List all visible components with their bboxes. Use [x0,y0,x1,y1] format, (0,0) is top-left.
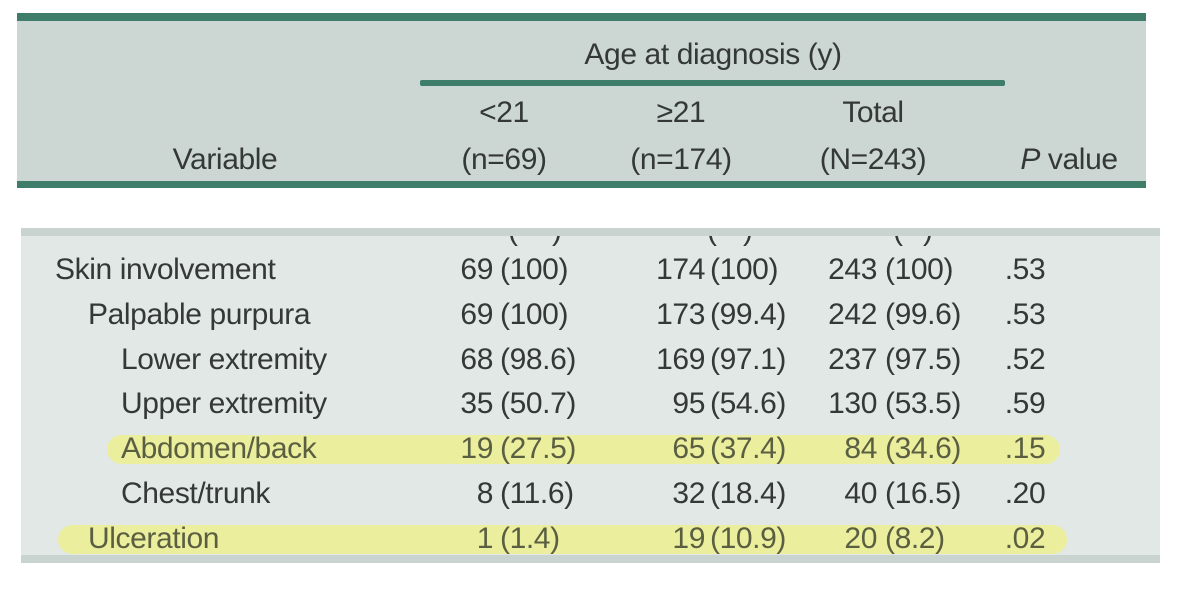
row-label: Abdomen/back [121,432,317,466]
yellow-highlight-marker [58,524,1067,554]
col-header-21plus-line1: ≥21 [656,96,706,129]
cell-p-value: .53 [1004,297,1046,331]
body-bottom-edge-strip [21,555,1160,563]
cell-total-count: 242 [828,297,877,331]
cell-total-pct: (16.5) [885,476,961,510]
row-label: Skin involvement [55,253,276,286]
cell-total-pct: (100) [885,253,954,286]
cell-21plus-pct: (18.4) [710,476,786,510]
row-label: Lower extremity [121,342,327,376]
cell-under21-count: 69 [460,253,493,286]
col-header-under21-line2: (n=69) [461,143,547,176]
truncated-paren: ( [707,228,717,247]
col-header-total-line1: Total [842,96,904,129]
cell-under21-count: 19 [460,432,493,466]
cell-p-value: .59 [1004,387,1046,421]
cell-21plus-count: 95 [672,387,705,421]
row-label: Upper extremity [121,387,327,421]
table-row-chest-trunk: Chest/trunk 8 (11.6) 32 (18.4) 40 (16.5)… [21,472,1160,517]
cell-under21-count: 35 [460,387,493,421]
cell-21plus-count: 19 [672,521,705,555]
truncated-paren: ( [508,228,518,247]
cell-21plus-count: 169 [656,342,705,376]
truncated-paren: ) [552,228,562,247]
truncated-paren: ( [893,228,903,247]
cell-under21-pct: (11.6) [500,476,574,510]
row-label: Palpable purpura [88,297,311,331]
cell-21plus-pct: (54.6) [710,387,786,421]
cell-p-value: .02 [1004,521,1046,555]
cell-total-pct: (34.6) [885,432,961,466]
cell-21plus-pct: (10.9) [710,521,786,555]
cell-under21-pct: (98.6) [500,342,576,376]
cell-p-value: .15 [1004,432,1046,466]
cell-21plus-count: 32 [672,476,705,510]
column-spanner-rule [420,80,1005,86]
row-label: Ulceration [88,521,220,555]
cell-total-count: 130 [828,387,877,421]
table-row-upper-extremity: Upper extremity 35 (50.7) 95 (54.6) 130 … [21,382,1160,427]
cell-total-pct: (53.5) [885,387,961,421]
cell-21plus-pct: (97.1) [710,342,786,376]
cell-p-value: .52 [1004,342,1046,376]
cell-p-value: .20 [1004,476,1046,510]
table-header-block: Age at diagnosis (y) <21 ≥21 Total Varia… [17,13,1146,188]
table-row-palpable-purpura: Palpable purpura 69 (100) 173 (99.4) 242… [21,293,1160,338]
cell-under21-pct: (1.4) [500,521,560,555]
cell-p-value: .53 [1004,253,1046,286]
cell-under21-count: 68 [460,342,493,376]
cell-total-count: 20 [844,521,877,555]
p-value-italic-p: P [1020,143,1040,176]
yellow-highlight-marker [107,435,1060,465]
cell-21plus-count: 173 [656,297,705,331]
table-rows: Skin involvement 69 (100) 174 (100) 243 … [21,248,1160,562]
cell-total-count: 237 [828,342,877,376]
col-header-21plus-line2: (n=174) [630,143,732,176]
table-row-abdomen-back: Abdomen/back 19 (27.5) 65 (37.4) 84 (34.… [21,427,1160,472]
cell-21plus-count: 65 [672,432,705,466]
table-row-skin-involvement: Skin involvement 69 (100) 174 (100) 243 … [21,248,1160,293]
table-row-ulceration: Ulceration 1 (1.4) 19 (10.9) 20 (8.2) .0… [21,517,1160,562]
truncated-paren: ) [923,228,933,247]
row-label: Chest/trunk [121,476,270,510]
table-row-lower-extremity: Lower extremity 68 (98.6) 169 (97.1) 237… [21,338,1160,383]
col-header-variable: Variable [172,143,278,176]
p-value-rest: value [1039,143,1118,176]
cell-total-count: 84 [844,432,877,466]
cell-21plus-count: 174 [656,253,705,286]
col-header-p-value: P value [1020,142,1118,178]
cell-total-pct: (99.6) [885,297,961,331]
cell-under21-pct: (50.7) [500,387,576,421]
cell-under21-pct: (100) [500,297,569,331]
cell-total-pct: (97.5) [885,342,961,376]
body-top-edge-strip [21,228,1160,236]
truncated-paren: ) [743,228,753,247]
col-header-total-line2: (N=243) [819,143,927,176]
truncated-row-fragments: ( ) ( ) ( ) [21,228,1160,249]
cell-21plus-pct: (100) [710,253,779,286]
cell-under21-count: 69 [460,297,493,331]
cell-under21-count: 8 [476,476,494,510]
col-header-under21-line1: <21 [479,96,529,129]
cell-total-count: 243 [828,253,877,286]
column-spanner-label: Age at diagnosis (y) [584,38,842,71]
cell-total-pct: (8.2) [885,521,945,555]
table-body-block: ( ) ( ) ( ) Skin involvement 69 (100) 17… [21,228,1160,563]
cell-under21-pct: (27.5) [500,432,576,466]
cell-under21-pct: (100) [500,253,569,286]
cell-21plus-pct: (99.4) [710,297,786,331]
cell-21plus-pct: (37.4) [710,432,786,466]
cell-under21-count: 1 [476,521,494,555]
cell-total-count: 40 [844,476,877,510]
